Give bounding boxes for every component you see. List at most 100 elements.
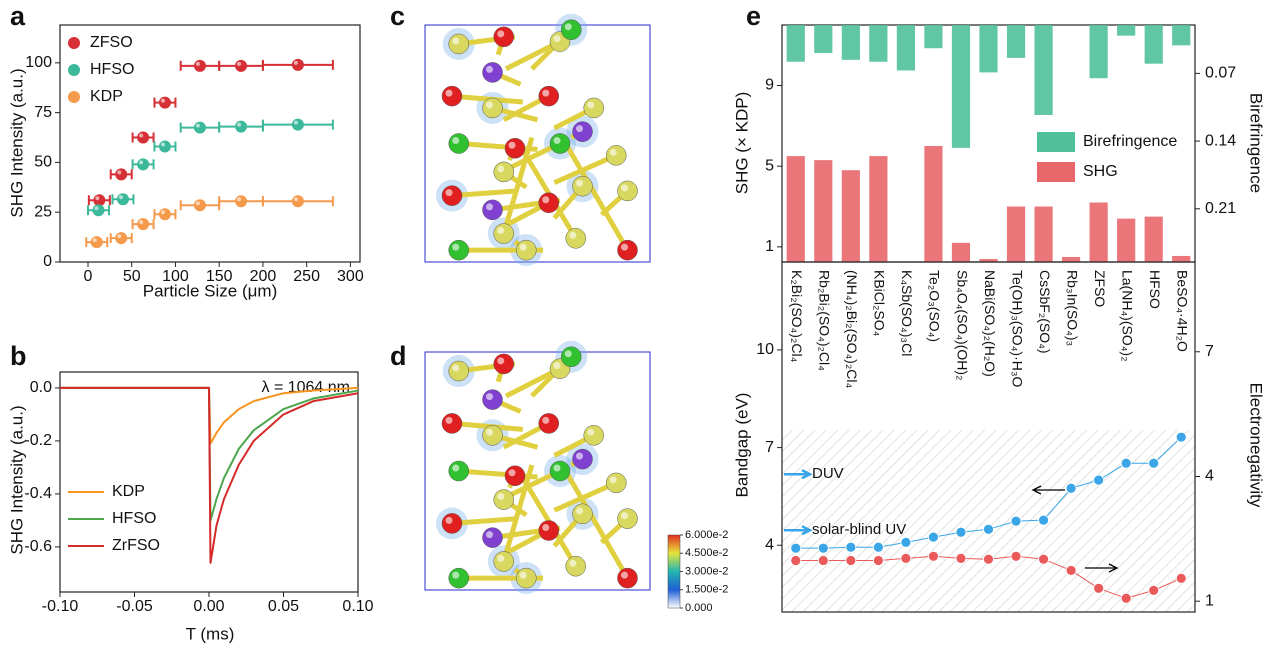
point	[92, 204, 105, 217]
bar	[1006, 25, 1026, 58]
atom	[448, 460, 469, 482]
category-label: (NH₄)₂Bi₂(SO₄)₂Cl₄	[844, 270, 860, 388]
bar	[1089, 202, 1108, 262]
atom-highlight	[621, 184, 628, 192]
marker	[845, 555, 857, 566]
bar	[1034, 206, 1053, 262]
y-tick-label: 25	[34, 203, 52, 220]
atom-highlight	[445, 89, 453, 97]
atom	[493, 26, 514, 48]
point-highlight	[195, 123, 200, 128]
bond	[458, 468, 538, 480]
atom	[493, 223, 514, 244]
bar	[1117, 25, 1136, 36]
point	[137, 158, 150, 171]
atom	[538, 520, 559, 541]
category-label: La(NH₄)(SO₄)₂	[1119, 270, 1135, 362]
bar	[924, 146, 943, 262]
atom	[572, 503, 593, 525]
colorbar-label: 3.000e-2	[685, 565, 728, 577]
atom	[583, 97, 604, 119]
plot-frame	[781, 261, 1196, 613]
marker	[790, 542, 802, 554]
atom-highlight	[497, 30, 505, 38]
atom-highlight	[508, 141, 516, 149]
y-tick-label: 75	[34, 104, 52, 121]
annotation-arrow	[784, 525, 813, 536]
atom-highlight	[564, 23, 572, 31]
atom-highlight	[569, 231, 577, 239]
legend-marker	[1037, 162, 1075, 182]
x-tick-label: -0.10	[42, 598, 79, 615]
legend-label: ZrFSO	[112, 537, 160, 554]
panel-label: a	[10, 1, 26, 31]
bond	[563, 469, 630, 580]
bond	[451, 420, 524, 432]
bar	[1144, 25, 1163, 64]
y-tick-label: 100	[25, 54, 52, 71]
point	[137, 131, 150, 144]
point-highlight	[95, 196, 100, 201]
series-line	[60, 386, 359, 564]
bar	[1172, 25, 1191, 46]
x-axis-label: T (ms)	[186, 624, 235, 643]
point-highlight	[237, 61, 242, 66]
bond	[553, 153, 618, 185]
y2-axis-label: Birefringence	[1247, 93, 1266, 193]
atom-highlight	[452, 243, 460, 251]
y-tick-label: 4	[765, 536, 774, 553]
atom	[606, 472, 627, 494]
marker	[1065, 482, 1077, 494]
point	[158, 96, 171, 109]
bar	[896, 25, 915, 71]
atom-highlight	[445, 189, 453, 197]
point	[193, 199, 206, 212]
atom	[617, 239, 638, 261]
x-tick-label: -0.05	[116, 598, 153, 615]
point	[235, 120, 248, 133]
atom	[482, 389, 503, 410]
atom-highlight	[587, 428, 595, 436]
direction-arrow	[1031, 485, 1065, 495]
atom	[538, 192, 559, 213]
marker	[983, 553, 994, 565]
point	[291, 118, 304, 131]
bond	[458, 141, 538, 152]
atom-highlight	[486, 101, 493, 109]
legend-marker	[68, 37, 80, 49]
category-label: Sb₄O₄(SO₄)(OH)₂	[954, 270, 970, 380]
marker	[1010, 515, 1022, 527]
legend-marker	[68, 91, 80, 103]
structure-frame	[424, 24, 651, 263]
atom	[583, 425, 604, 446]
marker	[1038, 553, 1049, 565]
bar	[869, 25, 888, 62]
point-highlight	[160, 98, 165, 103]
legend-label: HFSO	[112, 510, 156, 527]
atom-highlight	[609, 476, 617, 484]
marker	[900, 552, 912, 564]
x-tick-label: 0.00	[193, 598, 224, 615]
point	[90, 236, 103, 249]
bond	[563, 142, 630, 252]
atom-highlight	[508, 469, 516, 477]
atom	[504, 465, 526, 487]
bar	[869, 156, 888, 262]
marker	[790, 555, 802, 566]
x-tick-label: 100	[162, 268, 189, 285]
legend-label: KDP	[90, 88, 123, 105]
bar	[841, 25, 860, 60]
colorbar-label: 0.000	[685, 602, 713, 614]
y-tick-label: 1	[765, 238, 774, 255]
marker	[1175, 431, 1187, 443]
atom	[482, 97, 503, 119]
bar	[786, 156, 805, 262]
atom	[441, 413, 463, 434]
point	[158, 208, 171, 221]
bar	[979, 25, 998, 73]
atom	[565, 555, 586, 577]
point-highlight	[92, 238, 97, 243]
panel-label: c	[390, 1, 405, 31]
atom	[448, 567, 469, 589]
atom-highlight	[497, 554, 505, 562]
